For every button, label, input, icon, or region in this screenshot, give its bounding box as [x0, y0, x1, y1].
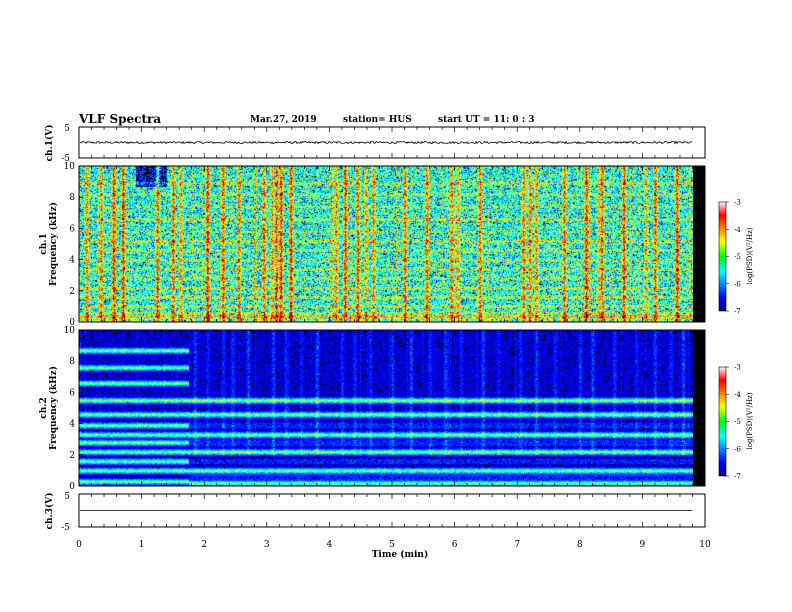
ch1-spectrogram-ytick-label: 4	[69, 256, 75, 266]
ch2-colorbar-tick-label: -7	[734, 473, 741, 481]
ch2-spectrogram-heatmap	[79, 330, 693, 486]
station-label: station= HUS	[343, 115, 412, 125]
date-label: Mar.27, 2019	[250, 115, 317, 125]
ch1-ytick-bottom: -5	[61, 154, 70, 164]
ch3-waveform-panel: 5 -5 ch.3(V)	[44, 492, 706, 533]
ch1-spectrogram-ylabel: Frequency (kHz)	[48, 202, 59, 286]
ch1-colorbar-tick-label: -7	[734, 308, 741, 316]
ch2-spectrogram-ytick-label: 0	[69, 482, 75, 492]
ch1-spectrogram-ytick-label: 2	[69, 287, 75, 297]
ch1-spectrogram-channel-label: ch.1	[39, 233, 49, 254]
ch3-ytick-bottom: -5	[61, 523, 70, 533]
ch1-spectrogram-heatmap	[79, 166, 693, 322]
ch2-spectrogram-canvas-holder	[79, 330, 693, 486]
ch2-spectrogram-ytick-label: 6	[69, 388, 75, 398]
time-tick-label: 5	[389, 540, 395, 550]
ch2-colorbar: -3 -4 -5 -6 -7 log(PSD)(V²/Hz)	[718, 364, 754, 481]
ch1-colorbar-tick-label: -4	[734, 226, 741, 234]
time-axis-tick-labels: 0 1 2 3 4 5 6 7 8 9 10	[76, 540, 711, 550]
start-time-label: start UT = 11: 0 : 3	[438, 115, 535, 125]
ch3-waveform-ylabel: ch.3(V)	[44, 493, 55, 530]
ch2-spectrogram-ytick-label: 8	[69, 357, 75, 367]
ch2-colorbar-tick-label: -5	[734, 418, 741, 426]
ch1-spectrogram-ytick-label: 0	[69, 318, 75, 328]
time-tick-label: 0	[76, 540, 82, 550]
time-tick-label: 9	[640, 540, 646, 550]
ch1-colorbar-tick-label: -6	[734, 280, 741, 288]
ch2-spectrogram-ytick-label: 2	[69, 451, 75, 461]
ch1-ytick-top: 5	[64, 124, 70, 134]
ch1-colorbar-label: log(PSD)(V²/Hz)	[746, 227, 754, 284]
ch2-colorbar-tick-label: -3	[734, 364, 741, 372]
ch1-spectrogram-panel: 0 2 4 6 8 10 ch.1 Frequency (kHz)	[39, 162, 706, 328]
ch2-spectrogram-panel: 0 2 4 6 8 10 ch.2 Frequency (kHz)	[39, 326, 706, 492]
figure-title: VLF Spectra	[78, 112, 161, 126]
ch3-ytick-top: 5	[64, 492, 70, 502]
time-tick-label: 10	[699, 540, 711, 550]
time-tick-label: 3	[264, 540, 270, 550]
time-tick-label: 2	[201, 540, 207, 550]
ch1-colorbar: -3 -4 -5 -6 -7 log(PSD)(V²/Hz)	[718, 199, 754, 316]
ch1-spectrogram-ytick-label: 8	[69, 193, 75, 203]
time-axis-ticks	[78, 127, 706, 527]
ch1-waveform-ylabel: ch.1(V)	[44, 125, 55, 162]
ch2-colorbar-gradient	[718, 366, 727, 477]
ch1-colorbar-gradient	[718, 201, 727, 312]
ch1-spectrogram-canvas-holder	[79, 166, 693, 322]
ch1-colorbar-tick-label: -3	[734, 199, 741, 207]
time-axis-label: Time (min)	[372, 549, 429, 560]
ch2-spectrogram-ytick-label: 10	[64, 326, 76, 336]
ch1-waveform-panel: 5 -5 ch.1(V)	[44, 124, 706, 164]
ch2-colorbar-tick-label: -4	[734, 391, 741, 399]
ch2-spectrogram-channel-label: ch.2	[39, 397, 49, 418]
time-tick-label: 4	[327, 540, 333, 550]
time-tick-label: 8	[577, 540, 583, 550]
ch1-spectrogram-ytick-label: 10	[64, 162, 76, 172]
ch2-colorbar-tick-label: -6	[734, 445, 741, 453]
time-tick-label: 1	[139, 540, 145, 550]
time-tick-label: 6	[452, 540, 458, 550]
ch2-spectrogram-ylabel: Frequency (kHz)	[48, 366, 59, 450]
ch1-waveform-trace	[79, 140, 693, 145]
ch1-colorbar-tick-label: -5	[734, 253, 741, 261]
ch2-spectrogram-ytick-label: 4	[69, 420, 75, 430]
ch1-spectrogram-ytick-label: 6	[69, 224, 75, 234]
ch2-colorbar-label: log(PSD)(V²/Hz)	[746, 392, 754, 449]
time-tick-label: 7	[514, 540, 520, 550]
